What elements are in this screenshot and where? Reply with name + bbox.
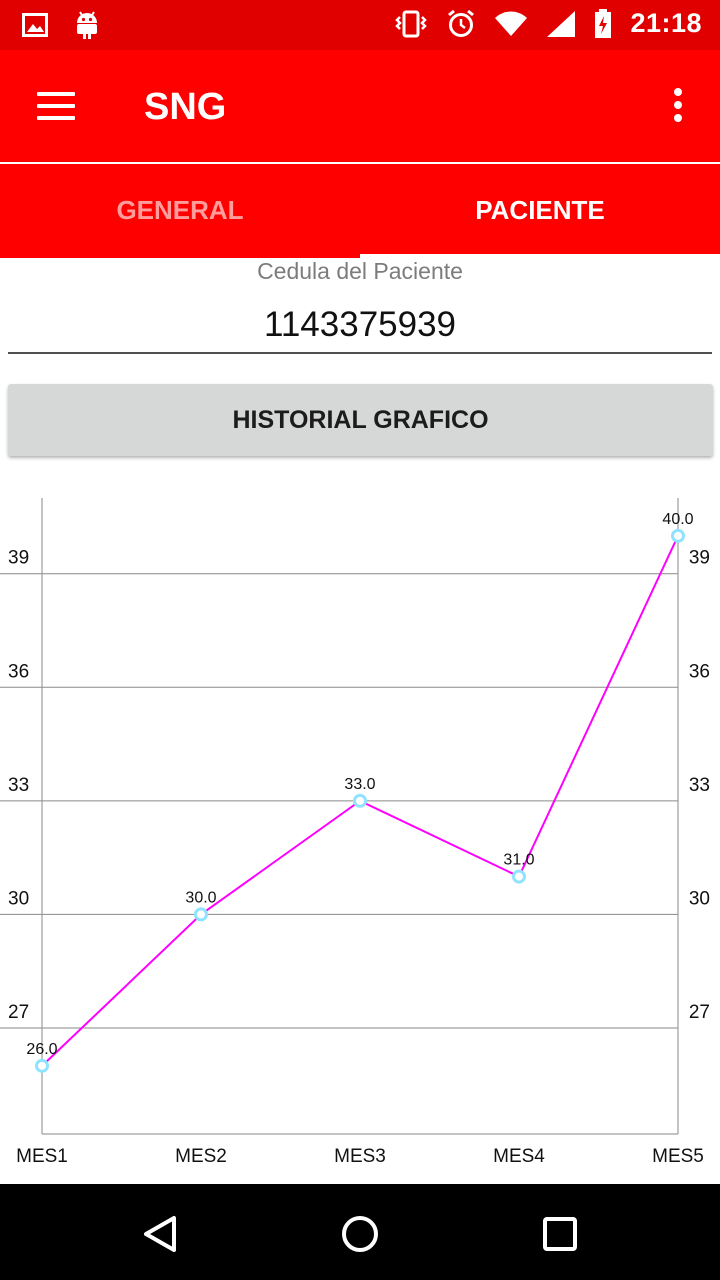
y-tick-label-left: 27 (8, 1002, 29, 1023)
cedula-input[interactable] (8, 298, 712, 354)
data-label: 30.0 (185, 889, 216, 906)
line-chart: 27 27 30 30 33 33 36 36 39 39 MES1 MES2 MES3 MES4 MES5… (0, 498, 710, 1167)
android-icon (77, 11, 97, 39)
cedula-label: Cedula del Paciente (257, 258, 463, 284)
x-tick-label: MES3 (334, 1146, 386, 1167)
app-title: SNG (144, 86, 227, 128)
more-vert-icon[interactable] (674, 88, 684, 124)
data-point (35, 1058, 49, 1073)
battery-charging-icon (595, 8, 612, 38)
tab-bar: GENERAL PACIENTE (0, 164, 720, 258)
data-label: 40.0 (662, 511, 693, 528)
data-point (194, 907, 208, 922)
status-time: 21:18 (630, 8, 702, 38)
navigation-bar (0, 1184, 720, 1280)
image-icon (22, 13, 48, 37)
x-tick-label: MES5 (652, 1146, 704, 1167)
home-icon[interactable] (332, 1206, 388, 1262)
y-tick-label-right: 39 (689, 548, 710, 569)
y-tick-label-left: 33 (8, 775, 29, 796)
vibrate-icon (395, 10, 428, 37)
recents-icon[interactable] (532, 1206, 588, 1262)
y-tick-label-right: 27 (689, 1002, 710, 1023)
tab-paciente[interactable]: PACIENTE (360, 164, 720, 258)
alarm-icon (448, 9, 475, 37)
y-tick-label-left: 39 (8, 548, 29, 569)
x-tick-label: MES2 (175, 1146, 227, 1167)
data-label: 26.0 (26, 1041, 57, 1058)
data-point (671, 528, 685, 543)
y-tick-label-right: 33 (689, 775, 710, 796)
y-tick-label-right: 36 (689, 661, 710, 682)
data-point (353, 793, 367, 808)
x-tick-label: MES1 (16, 1146, 68, 1167)
y-tick-label-left: 36 (8, 661, 29, 682)
signal-icon (547, 10, 576, 37)
tab-general[interactable]: GENERAL (116, 195, 244, 225)
x-tick-label: MES4 (493, 1146, 545, 1167)
back-icon[interactable] (132, 1206, 188, 1262)
y-tick-label-left: 30 (8, 888, 29, 909)
y-tick-label-right: 30 (689, 888, 710, 909)
historial-grafico-button[interactable]: HISTORIAL GRAFICO (8, 384, 713, 456)
data-label: 31.0 (503, 852, 534, 869)
status-bar: 21:18 (0, 0, 720, 50)
data-label: 33.0 (344, 776, 375, 793)
data-point (512, 869, 526, 884)
app-bar: SNG (0, 50, 720, 162)
hamburger-menu-icon[interactable] (37, 92, 75, 120)
wifi-icon (495, 11, 528, 36)
